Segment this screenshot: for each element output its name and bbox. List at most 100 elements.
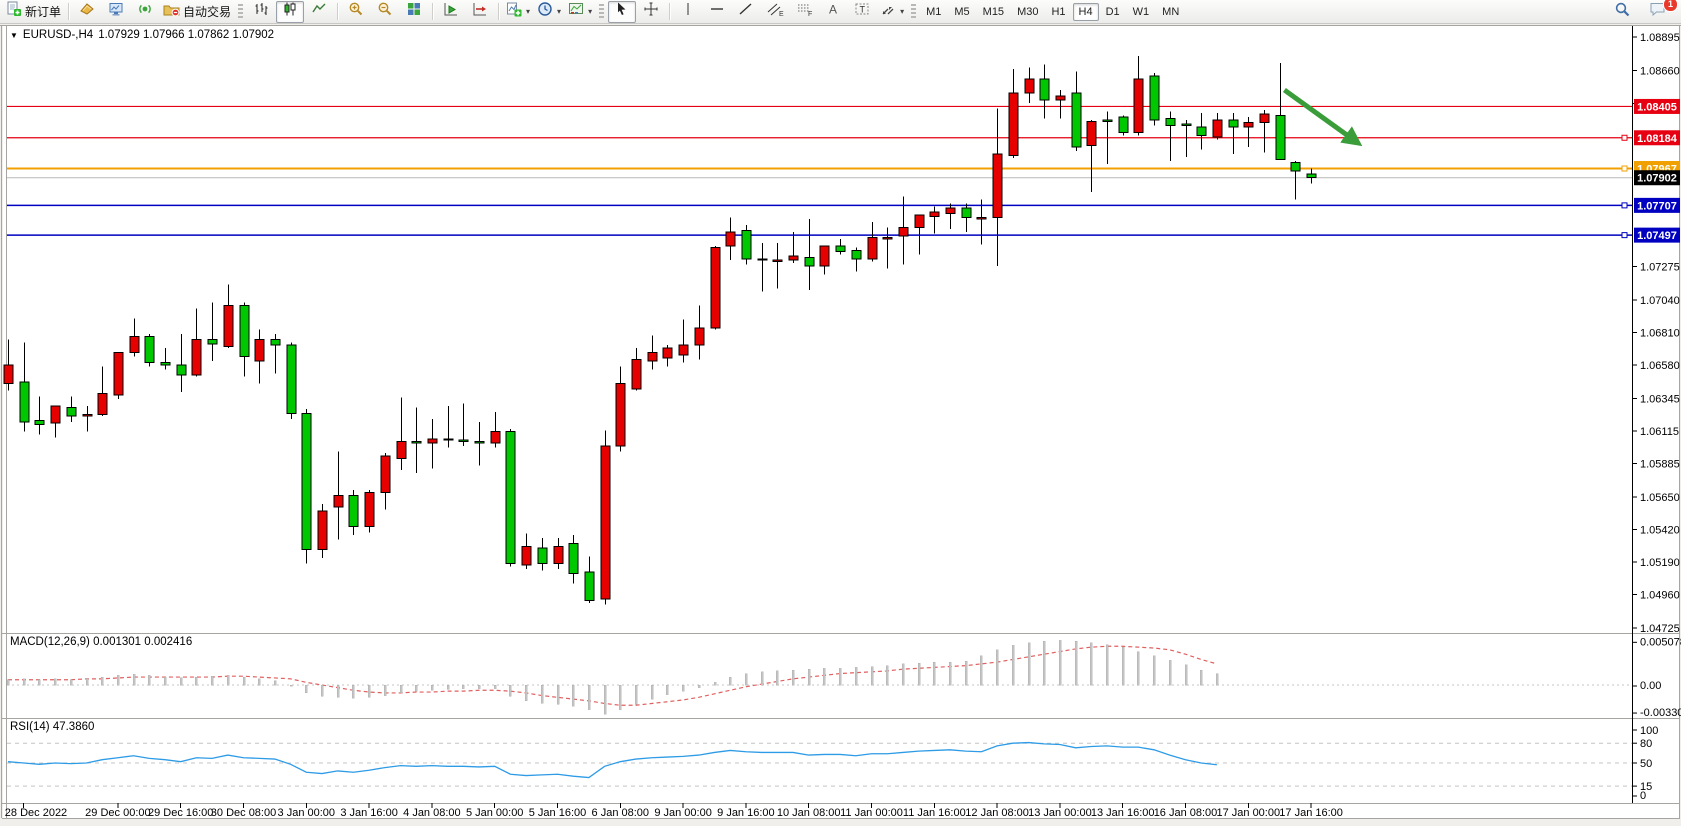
text-a-icon: A xyxy=(825,1,841,22)
cursor-icon xyxy=(614,1,630,22)
svg-text:9 Jan 00:00: 9 Jan 00:00 xyxy=(654,807,712,819)
chart-title: ▼ EURUSD-,H4 1.07929 1.07966 1.07862 1.0… xyxy=(10,29,274,41)
svg-text:1.05650: 1.05650 xyxy=(1640,492,1680,504)
svg-text:5 Jan 16:00: 5 Jan 16:00 xyxy=(529,807,587,819)
bar-chart-icon xyxy=(253,1,269,22)
timeframe-h1-button[interactable]: H1 xyxy=(1051,5,1066,18)
crosshair-icon xyxy=(643,1,659,22)
svg-text:1.04725: 1.04725 xyxy=(1640,623,1680,635)
macd-indicator-label: MACD(12,26,9) 0.001301 0.002416 xyxy=(10,636,193,648)
chart-shift-button[interactable] xyxy=(466,1,494,23)
timeframe-m1-button[interactable]: M1 xyxy=(926,5,942,18)
toolbar-grip[interactable] xyxy=(238,3,244,20)
channel-icon: E xyxy=(767,1,784,22)
timeframe-mn-button[interactable]: MN xyxy=(1162,5,1180,18)
text-label-tool-button[interactable]: T xyxy=(848,1,876,23)
trend-arrow-annotation[interactable] xyxy=(1282,87,1363,147)
zoom-out-button[interactable] xyxy=(371,1,399,23)
horizontal-line-icon xyxy=(709,1,725,22)
svg-text:1.07275: 1.07275 xyxy=(1640,262,1680,274)
svg-text:1.07707: 1.07707 xyxy=(1637,200,1677,212)
svg-text:1.07497: 1.07497 xyxy=(1637,230,1677,242)
candle-chart-mode-button[interactable] xyxy=(276,0,305,23)
search-icon xyxy=(1614,1,1631,23)
indicators-icon xyxy=(506,1,522,22)
templates-button[interactable]: ▾ xyxy=(565,1,595,23)
auto-scroll-button[interactable] xyxy=(437,1,465,23)
timeframe-m5-button[interactable]: M5 xyxy=(954,5,970,18)
auto-trading-button[interactable]: 自动交易 xyxy=(160,1,234,23)
market-watch-button[interactable] xyxy=(102,1,130,23)
trendline-tool-button[interactable] xyxy=(732,1,760,23)
cursor-tool-button[interactable] xyxy=(608,0,637,23)
svg-text:10 Jan 08:00: 10 Jan 08:00 xyxy=(777,807,841,819)
line-anchor-handle[interactable] xyxy=(1621,165,1628,172)
svg-text:1.05420: 1.05420 xyxy=(1640,524,1680,536)
svg-text:13 Jan 16:00: 13 Jan 16:00 xyxy=(1091,807,1155,819)
svg-text:12 Jan 08:00: 12 Jan 08:00 xyxy=(965,807,1029,819)
svg-text:6 Jan 08:00: 6 Jan 08:00 xyxy=(592,807,650,819)
crosshair-tool-button[interactable] xyxy=(637,1,665,23)
signals-button[interactable] xyxy=(131,1,159,23)
timeframe-m15-button[interactable]: M15 xyxy=(982,5,1005,18)
line-anchor-handle[interactable] xyxy=(1621,232,1628,239)
new-order-label: 新订单 xyxy=(25,5,62,19)
arrows-icon xyxy=(880,1,896,22)
tile-windows-icon xyxy=(406,1,422,22)
timeframe-w1-button[interactable]: W1 xyxy=(1132,5,1150,18)
toolbar-separator xyxy=(68,3,70,20)
candlestick-icon xyxy=(282,1,298,22)
fibonacci-tool-button[interactable]: F xyxy=(790,1,818,23)
line-anchor-handle[interactable] xyxy=(1621,202,1628,209)
indicators-button[interactable]: ▾ xyxy=(503,1,533,23)
rsi-indicator-label: RSI(14) 47.3860 xyxy=(10,721,95,733)
vertical-line-tool-button[interactable] xyxy=(674,1,702,23)
chevron-down-icon: ▾ xyxy=(900,7,905,16)
timeframe-h4-button[interactable]: H4 xyxy=(1072,2,1099,21)
profile-button[interactable] xyxy=(73,1,101,23)
svg-text:E: E xyxy=(779,11,784,17)
svg-text:80: 80 xyxy=(1640,738,1652,750)
chevron-down-icon: ▾ xyxy=(526,7,531,16)
notifications-button[interactable]: 1 xyxy=(1644,0,1678,23)
svg-text:1.06345: 1.06345 xyxy=(1640,393,1680,405)
horizontal-line-tool-button[interactable] xyxy=(703,1,731,23)
notification-count-badge: 1 xyxy=(1663,0,1678,12)
svg-text:9 Jan 16:00: 9 Jan 16:00 xyxy=(717,807,775,819)
toolbar-grip[interactable] xyxy=(599,3,605,20)
bar-chart-mode-button[interactable] xyxy=(247,1,275,23)
svg-text:T: T xyxy=(860,5,866,15)
toolbar-grip[interactable] xyxy=(911,3,917,20)
svg-text:1.04960: 1.04960 xyxy=(1640,590,1680,602)
line-anchor-handle[interactable] xyxy=(1621,134,1628,141)
timeframe-d1-button[interactable]: D1 xyxy=(1105,5,1120,18)
search-button[interactable] xyxy=(1608,1,1636,23)
macd-histogram xyxy=(6,640,1219,715)
chart-dropdown-caret-icon[interactable]: ▼ xyxy=(10,30,18,40)
new-order-button[interactable]: 新订单 xyxy=(3,1,64,23)
chart-symbol-period: EURUSD-,H4 xyxy=(22,29,94,41)
tile-windows-button[interactable] xyxy=(400,1,428,23)
zoom-in-button[interactable] xyxy=(342,1,370,23)
periods-button[interactable]: ▾ xyxy=(534,1,564,23)
svg-text:30 Dec 08:00: 30 Dec 08:00 xyxy=(211,807,276,819)
price-badges-layer: 1.084051.081841.079671.077071.074971.079… xyxy=(1634,98,1680,243)
text-tool-button[interactable]: A xyxy=(819,1,847,23)
svg-text:5 Jan 00:00: 5 Jan 00:00 xyxy=(466,807,524,819)
svg-text:3 Jan 00:00: 3 Jan 00:00 xyxy=(278,807,336,819)
svg-text:1.06810: 1.06810 xyxy=(1640,327,1680,339)
svg-text:16 Jan 08:00: 16 Jan 08:00 xyxy=(1154,807,1218,819)
svg-text:29 Dec 16:00: 29 Dec 16:00 xyxy=(148,807,213,819)
timeframe-m30-button[interactable]: M30 xyxy=(1017,5,1039,18)
auto-scroll-icon xyxy=(443,1,459,22)
line-chart-mode-button[interactable] xyxy=(305,1,333,23)
arrows-tool-button[interactable]: ▾ xyxy=(877,1,907,23)
equidistant-channel-tool-button[interactable]: E xyxy=(761,1,789,23)
gold-profile-icon xyxy=(79,1,95,22)
svg-text:1.05885: 1.05885 xyxy=(1640,459,1680,471)
svg-text:28 Dec 2022: 28 Dec 2022 xyxy=(5,807,67,819)
